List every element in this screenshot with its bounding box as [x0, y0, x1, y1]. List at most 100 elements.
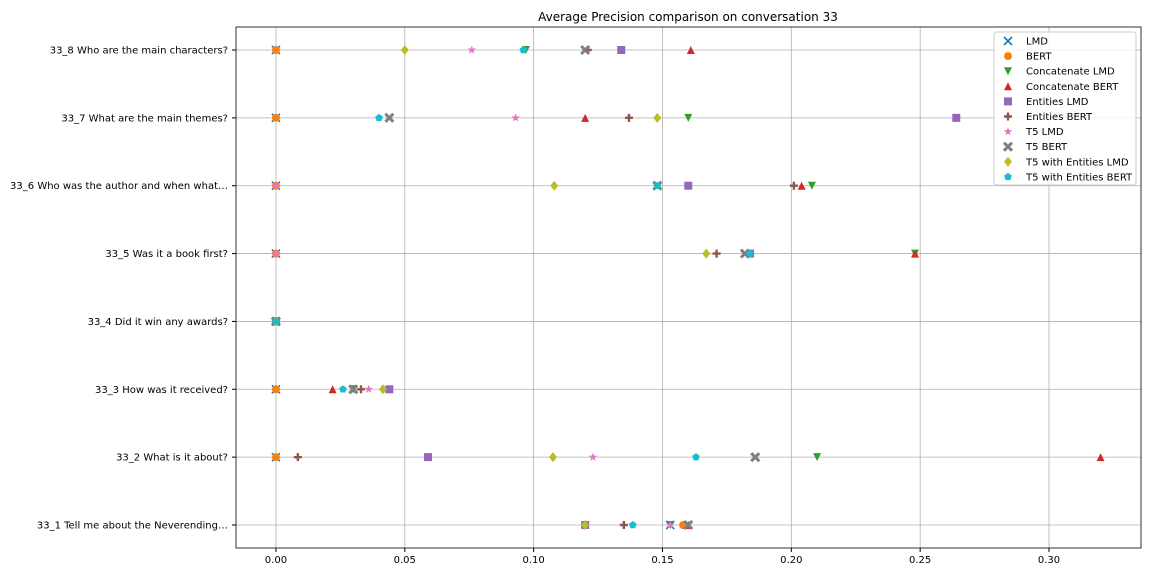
legend-marker: [1004, 97, 1012, 106]
legend-entry: T5 BERT: [1002, 141, 1068, 153]
data-point: [750, 452, 761, 463]
y-tick-label: 33_2 What is it about?: [116, 453, 228, 464]
x-tick-label: 0.25: [909, 555, 931, 566]
y-tick-label: 33_3 How was it received?: [95, 385, 228, 396]
data-point: [712, 249, 721, 258]
legend: LMD BERT Concatenate LMD Concatenate BERT En…: [993, 31, 1137, 186]
legend-label: Concatenate LMD: [1026, 67, 1115, 78]
data-point: [550, 180, 559, 191]
legend-label: Entities BERT: [1026, 112, 1093, 123]
legend-label: LMD: [1026, 37, 1048, 48]
data-point: [619, 521, 628, 529]
data-point: [581, 113, 590, 122]
legend-marker: [1004, 52, 1012, 61]
legend-label: Entities LMD: [1026, 97, 1089, 108]
y-tick-label: 33_7 What are the main themes?: [61, 113, 228, 124]
legend-label: T5 with Entities BERT: [1025, 172, 1133, 183]
data-point: [653, 181, 662, 189]
data-point: [328, 385, 337, 394]
data-point: [423, 453, 432, 462]
data-point: [911, 249, 920, 258]
x-tick-label: 0.00: [265, 555, 287, 566]
data-point: [385, 385, 394, 394]
data-point: [467, 45, 477, 54]
series-t5-with-entities-bert: [272, 46, 754, 529]
legend-marker: [1004, 112, 1012, 121]
data-point: [519, 46, 528, 54]
data-point: [684, 113, 693, 122]
data-point: [746, 249, 754, 257]
data-point: [952, 113, 961, 122]
x-tick-label: 0.10: [522, 555, 544, 566]
data-point: [293, 453, 302, 462]
legend-entry: Entities BERT: [1004, 112, 1093, 123]
legend-entry: Entities LMD: [1004, 97, 1089, 108]
series-t5-with-entities-lmd: [271, 45, 711, 530]
data-point: [684, 181, 693, 190]
y-tick-label: 33_1 Tell me about the Neverending…: [37, 521, 228, 532]
data-point: [807, 181, 816, 190]
series-lmd: [271, 45, 675, 530]
legend-box: [993, 31, 1137, 186]
data-point: [339, 385, 347, 393]
y-tick-label: 33_8 Who are the main characters?: [50, 46, 228, 57]
legend-marker: [1003, 127, 1013, 136]
data-point: [271, 181, 281, 190]
data-point: [364, 384, 373, 393]
data-point: [797, 181, 806, 190]
data-point: [588, 452, 598, 461]
plot-frame: [235, 26, 1142, 549]
data-point: [271, 113, 280, 122]
data-point: [511, 113, 520, 122]
legend-marker: [1004, 67, 1012, 76]
data-point: [617, 46, 626, 54]
data-point: [686, 46, 695, 54]
legend-entry: Concatenate BERT: [1004, 82, 1119, 93]
series-bert: [271, 46, 688, 529]
data-point: [813, 453, 822, 462]
data-point: [548, 452, 557, 463]
legend-marker: [1004, 172, 1012, 181]
y-tick-label: 33_6 Who was the author and when what…: [10, 181, 228, 192]
data-point: [580, 44, 591, 56]
data-point: [375, 113, 383, 122]
legend-label: T5 with Entities LMD: [1025, 157, 1129, 168]
legend-marker: [1004, 156, 1012, 167]
legend-label: T5 BERT: [1025, 142, 1068, 153]
legend-marker: [1003, 36, 1013, 46]
legend-label: BERT: [1026, 52, 1052, 63]
data-point: [271, 46, 280, 54]
data-point: [581, 520, 590, 530]
legend-entry: LMD: [1003, 36, 1048, 48]
data-point: [271, 385, 280, 394]
legend-marker: [1002, 141, 1014, 152]
series-entities-lmd: [271, 46, 961, 529]
x-tick-label: 0.05: [394, 555, 416, 566]
data-point: [378, 384, 387, 395]
data-point: [683, 519, 694, 531]
legend-entry: Concatenate LMD: [1004, 67, 1115, 78]
legend-entry: T5 with Entities LMD: [1004, 156, 1129, 168]
data-point: [629, 521, 637, 529]
data-point: [702, 248, 711, 259]
x-tick-label: 0.15: [651, 555, 673, 566]
data-point: [624, 113, 633, 122]
chart-title: Average Precision comparison on conversa…: [538, 10, 838, 24]
data-point: [271, 453, 280, 462]
data-point: [271, 249, 281, 258]
series-entities-bert: [271, 46, 798, 529]
data-point: [1096, 453, 1105, 462]
data-point: [665, 520, 675, 529]
legend-entry: T5 with Entities BERT: [1004, 172, 1133, 183]
y-tick-label: 33_5 Was it a book first?: [105, 249, 228, 260]
data-point: [789, 181, 798, 190]
data-point: [400, 45, 409, 55]
x-tick-label: 0.20: [780, 555, 802, 566]
legend-label: Concatenate BERT: [1026, 82, 1119, 93]
legend-entry: BERT: [1004, 52, 1052, 63]
legend-marker: [1004, 82, 1012, 91]
data-point: [348, 384, 359, 395]
legend-label: T5 LMD: [1025, 127, 1064, 138]
x-tick-label: 0.30: [1038, 555, 1060, 566]
